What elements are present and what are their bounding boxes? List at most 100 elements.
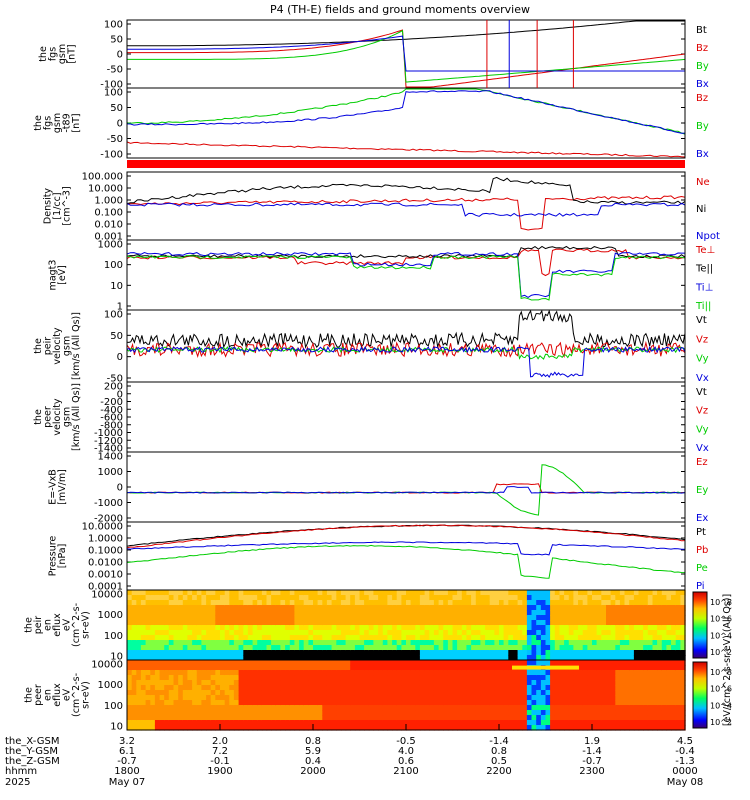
ylabel-temperature-0: magt3 <box>47 260 58 291</box>
panel-temperature: magt3[eV] 1000 100 10 1 Te⊥ Te|| Ti⊥ Ti|| <box>47 239 715 313</box>
ytick-fgs_gsm_t89: -50 <box>107 134 123 145</box>
ytick-peer_velocity: -400 <box>100 405 123 416</box>
xaxis-value: 2000 <box>300 766 325 777</box>
ylabel-peer_velocity-4: [km/s (All Qs)] <box>71 383 82 451</box>
ytick-fgs_gsm: 50 <box>110 35 123 46</box>
ylabel-fgs_gsm_t89-0: the <box>33 115 44 131</box>
xaxis-value: 0.5 <box>491 756 507 767</box>
ylabel-pressure-1: [nPa] <box>57 544 68 569</box>
ytick-efield: -1000 <box>94 498 123 509</box>
ytick-peir_spec: 1000 <box>98 610 123 621</box>
ylabel-density-2: [cm^-3] <box>62 186 73 225</box>
series-efield-1 <box>126 464 686 516</box>
series-fgs_gsm_t89-2 <box>126 90 686 134</box>
colorbar-tick: 10^4 <box>710 701 732 710</box>
ytick-efield: 0 <box>117 483 123 494</box>
xaxis-value: 5.9 <box>305 746 321 757</box>
legend-peer_velocity-2: Vy <box>696 424 709 435</box>
ylabel-fgs_gsm-3: [nT] <box>66 44 77 63</box>
legend-pressure-0: Pt <box>696 527 706 538</box>
legend-temperature-3: Ti|| <box>695 301 711 312</box>
ytick-peir_velocity: -50 <box>107 374 123 385</box>
legend-peir_velocity-0: Vt <box>696 315 707 326</box>
ylabel-peer_spec-1: peer <box>33 684 44 706</box>
ytick-peir_velocity: 50 <box>110 331 123 342</box>
series-peir_velocity-3 <box>126 345 686 379</box>
ytick-fgs_gsm: -100 <box>100 80 123 91</box>
ylabel-peir_spec-4: eV <box>62 618 73 631</box>
ytick-pressure: 0.1000 <box>88 546 123 557</box>
ytick-peir_velocity: 100 <box>104 310 123 321</box>
chart-title: P4 (TH-E) fields and ground moments over… <box>270 3 530 16</box>
ylabel-fgs_gsm-0: the <box>38 46 49 62</box>
xaxis-value: -1.4 <box>489 736 509 747</box>
panels-layer: thefgsgsm[nT]100500-50-100BtBzByBxthefgs… <box>24 19 733 733</box>
legend-density-1: Ni <box>696 204 706 215</box>
ylabel-peir_velocity-1: peir <box>43 337 54 356</box>
series-fgs_gsm_t89-1 <box>126 88 686 135</box>
ytick-efield: -2000 <box>94 514 123 525</box>
series-efield-0 <box>126 483 685 494</box>
legend-density-2: Npot <box>696 231 720 242</box>
ytick-peer_velocity: -600 <box>100 413 123 424</box>
ylabel-fgs_gsm_t89-3: -t89 <box>62 113 73 132</box>
xaxis-row-label: hhmm <box>5 766 37 777</box>
ytick-peer_spec: 10 <box>110 722 123 733</box>
ytick-pressure: 0.0100 <box>88 558 123 569</box>
legend-pressure-3: Pi <box>696 581 705 592</box>
series-peir_velocity-1 <box>126 340 686 359</box>
ylabel-peir_velocity-3: gsm <box>62 336 73 356</box>
legend-fgs_gsm_t89-2: Bx <box>696 149 709 160</box>
colorbar-tick: 10^6 <box>710 685 732 694</box>
xaxis-value: -0.5 <box>396 736 416 747</box>
series-fgs_gsm-2 <box>127 29 686 83</box>
ylabel-peir_velocity-2: velocity <box>52 327 63 365</box>
ytick-peer_velocity: -200 <box>100 397 123 408</box>
xaxis-value: 0.8 <box>305 736 321 747</box>
ylabel-peer_velocity-1: peer <box>43 406 54 428</box>
series-pressure-3 <box>126 541 686 556</box>
ytick-fgs_gsm: -50 <box>107 65 123 76</box>
ylabel-peer_spec-5: (cm^2-s- <box>71 673 82 717</box>
xaxis-value: 3.2 <box>119 736 135 747</box>
series-density-0 <box>126 195 686 231</box>
ytick-efield: 1000 <box>98 467 123 478</box>
ytick-fgs_gsm: 100 <box>104 20 123 31</box>
legend-efield-1: Ey <box>696 485 708 496</box>
ytick-pressure: 0.0010 <box>88 570 123 581</box>
xaxis-value: 1800 <box>114 766 139 777</box>
ytick-peer_velocity: -1400 <box>94 444 123 455</box>
ylabel-peer_spec-2: en <box>43 689 54 701</box>
ylabel-peir_velocity-4: [km/s (All Qs)] <box>71 312 82 380</box>
colorbar-tick: 10^2 <box>710 718 732 727</box>
legend-pressure-1: Pb <box>696 545 708 556</box>
series-fgs_gsm_t89-0 <box>126 141 686 158</box>
xaxis-value: 4.5 <box>677 736 693 747</box>
legend-fgs_gsm_t89-1: By <box>696 121 709 132</box>
ytick-peir_spec: 10000 <box>91 590 123 601</box>
ytick-peer_velocity: 200 <box>104 382 123 393</box>
ytick-peir_spec: 100 <box>104 631 123 642</box>
x-axis-table: the_X-GSM 3.2 2.0 0.8 -0.5 -1.4 1.9 4.5the_Y-GS… <box>5 724 703 788</box>
ytick-temperature: 100 <box>104 260 123 271</box>
date-end: May 08 <box>667 777 704 788</box>
ytick-peer_spec: 1000 <box>98 680 123 691</box>
xaxis-value: 0.8 <box>491 746 507 757</box>
ytick-temperature: 1000 <box>98 240 123 251</box>
ytick-temperature: 1 <box>117 302 123 313</box>
ytick-peer_spec: 10000 <box>91 660 123 671</box>
ylabel-peir_spec-0: the <box>24 617 35 633</box>
colorbar-tick: 10^2 <box>710 648 732 657</box>
legend-fgs_gsm-1: Bz <box>696 43 708 54</box>
ylabel-fgs_gsm_t89-2: gsm <box>52 113 63 133</box>
xaxis-value: -1.3 <box>675 756 695 767</box>
ytick-temperature: 10 <box>110 281 123 292</box>
xaxis-value: -1.4 <box>582 746 602 757</box>
ylabel-peir_spec-1: peir <box>33 616 44 635</box>
xaxis-value: 1900 <box>207 766 232 777</box>
ylabel-density-1: [1/cc] <box>52 192 63 219</box>
ylabel-peir_spec-5: (cm^2-s- <box>71 603 82 647</box>
ytick-density: 0.001 <box>94 232 123 243</box>
